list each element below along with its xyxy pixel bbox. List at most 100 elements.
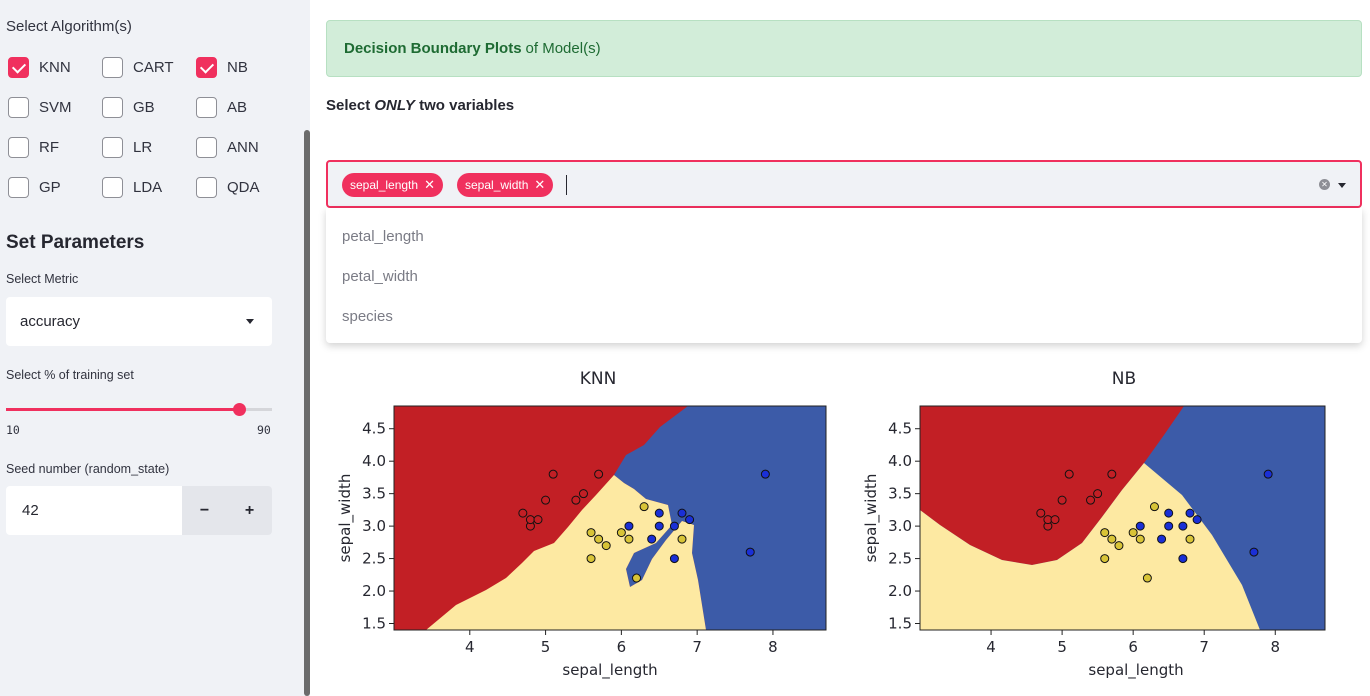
option-petal-length[interactable]: petal_length [342, 228, 424, 245]
region-red [920, 406, 1184, 565]
close-icon[interactable]: ✕ [534, 177, 546, 192]
y-axis: 1.5 2.0 2.5 3.0 3.5 4.0 4.5 [888, 420, 920, 633]
point-yellow [1100, 528, 1110, 538]
y-tick-label: 4.0 [362, 452, 386, 470]
checkbox-ann[interactable]: ANN [196, 137, 259, 158]
variable-multiselect[interactable]: sepal_length ✕ sepal_width ✕ ✕ [326, 160, 1362, 208]
checkbox-svm[interactable]: SVM [8, 97, 72, 118]
checkbox-lr[interactable]: LR [102, 137, 152, 158]
tag-sepal-length: sepal_length ✕ [342, 173, 443, 197]
chevron-down-icon[interactable] [1338, 183, 1346, 188]
point-yellow [594, 534, 604, 544]
chart-title: NB [1112, 369, 1136, 389]
metric-label: Select Metric [6, 272, 79, 286]
y-axis-label: sepal_width [336, 474, 355, 563]
checkbox-empty-icon[interactable] [8, 137, 29, 158]
option-petal-width[interactable]: petal_width [342, 268, 418, 285]
metric-value: accuracy [20, 313, 81, 330]
checkbox-lda[interactable]: LDA [102, 177, 162, 198]
checkbox-empty-icon[interactable] [8, 97, 29, 118]
checkbox-empty-icon[interactable] [102, 97, 123, 118]
checkbox-checked-icon[interactable] [8, 57, 29, 78]
checkbox-empty-icon[interactable] [102, 137, 123, 158]
checkbox-label: CART [133, 59, 174, 76]
clear-icon[interactable]: ✕ [1319, 179, 1330, 190]
point-blue [685, 515, 695, 525]
point-yellow [1149, 502, 1159, 512]
y-tick-label: 3.5 [362, 485, 386, 503]
points-layer [1036, 469, 1273, 583]
point-red [541, 495, 551, 505]
point-blue [654, 521, 664, 531]
x-tick-label: 8 [1270, 638, 1280, 656]
tag-label: sepal_width [465, 178, 529, 192]
train-min: 10 [6, 423, 20, 437]
point-blue [1164, 508, 1174, 518]
checkbox-empty-icon[interactable] [8, 177, 29, 198]
region-blue [614, 406, 826, 630]
point-yellow [639, 502, 649, 512]
sidebar-scrollbar[interactable] [304, 130, 310, 696]
point-red [1064, 469, 1074, 479]
metric-select[interactable]: accuracy [6, 297, 272, 346]
x-tick-label: 7 [692, 638, 702, 656]
checkbox-label: KNN [39, 59, 71, 76]
checkbox-label: NB [227, 59, 248, 76]
checkbox-empty-icon[interactable] [196, 177, 217, 198]
x-axis: 4 5 6 7 8 [465, 630, 778, 656]
point-blue [1249, 547, 1259, 557]
checkbox-label: LR [133, 139, 153, 156]
train-slider-thumb[interactable] [232, 403, 246, 416]
point-red [1107, 469, 1117, 479]
point-blue [1192, 515, 1202, 525]
checkbox-ab[interactable]: AB [196, 97, 247, 118]
train-label: Select % of training set [6, 368, 134, 382]
checkbox-label: LDA [133, 179, 163, 196]
checkbox-rf[interactable]: RF [8, 137, 59, 158]
info-alert: Decision Boundary Plots of Model(s) [326, 20, 1362, 77]
option-species[interactable]: species [342, 308, 393, 325]
y-tick-label: 2.0 [362, 582, 386, 600]
point-red [571, 495, 581, 505]
point-blue [669, 554, 679, 564]
point-yellow [586, 528, 596, 538]
x-axis: 4 5 6 7 8 [986, 630, 1280, 656]
checkbox-empty-icon[interactable] [196, 137, 217, 158]
checkbox-gp[interactable]: GP [8, 177, 61, 198]
checkbox-empty-icon[interactable] [102, 177, 123, 198]
chevron-down-icon [246, 319, 254, 324]
point-yellow [1185, 534, 1195, 544]
point-red [525, 515, 535, 525]
checkbox-empty-icon[interactable] [196, 97, 217, 118]
point-yellow [1135, 534, 1145, 544]
y-tick-label: 2.0 [888, 582, 912, 600]
checkbox-qda[interactable]: QDA [196, 177, 260, 198]
point-blue [1263, 469, 1273, 479]
point-red [578, 489, 588, 499]
increment-button[interactable]: + [244, 501, 255, 519]
variable-dropdown-menu: petal_length petal_width species [326, 208, 1362, 343]
point-yellow [1100, 554, 1110, 564]
y-tick-label: 2.5 [888, 550, 912, 568]
checkbox-knn[interactable]: KNN [8, 57, 71, 78]
seed-stepper: − + [182, 486, 272, 535]
checkbox-empty-icon[interactable] [102, 57, 123, 78]
select-label-post: two variables [414, 97, 515, 114]
algorithm-select-label: Select Algorithm(s) [6, 18, 132, 35]
point-red [1057, 495, 1067, 505]
seed-input[interactable]: 42 [6, 486, 182, 535]
point-blue [647, 534, 657, 544]
checkbox-cart[interactable]: CART [102, 57, 174, 78]
points-layer [518, 469, 770, 583]
close-icon[interactable]: ✕ [424, 177, 435, 192]
checkbox-nb[interactable]: NB [196, 57, 248, 78]
checkbox-gb[interactable]: GB [102, 97, 155, 118]
checkbox-label: QDA [227, 179, 260, 196]
checkbox-checked-icon[interactable] [196, 57, 217, 78]
point-blue [1135, 521, 1145, 531]
point-yellow [586, 554, 596, 564]
checkbox-label: SVM [39, 99, 72, 116]
plot-frame [393, 405, 827, 631]
point-yellow [1114, 541, 1124, 551]
decrement-button[interactable]: − [199, 501, 210, 519]
